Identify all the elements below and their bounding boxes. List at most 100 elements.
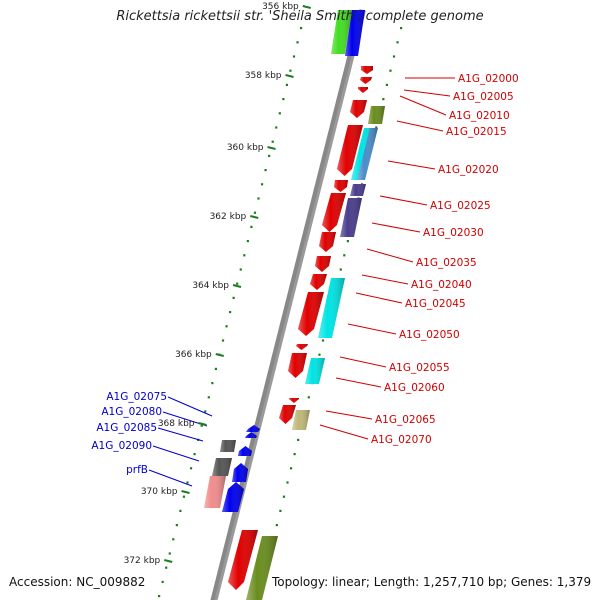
leader-line-forward <box>387 160 436 170</box>
tick-dot-right <box>286 481 289 484</box>
tick-dot-right <box>382 98 385 101</box>
gene-label-reverse: prfB <box>126 464 148 476</box>
tick-dot-left <box>225 325 228 328</box>
gene-a1g02045-shading <box>310 274 327 290</box>
tick-dot-right <box>385 83 388 86</box>
leader-line-forward <box>371 222 421 233</box>
gene-a1g02040-shading <box>315 256 331 272</box>
kbp-label: 368 kbp <box>158 419 195 429</box>
tick-dot-left <box>236 282 239 285</box>
leader-line-reverse <box>157 427 204 442</box>
leader-line-forward <box>361 274 409 285</box>
gene-a1g02090-shading <box>232 463 248 482</box>
tick-dot-right <box>297 438 300 441</box>
tick-dot-left <box>172 538 175 541</box>
tick-dot-left <box>175 524 178 527</box>
gene-label-forward: A1G_02020 <box>438 164 499 176</box>
gene-a1g02070-shading <box>292 410 310 430</box>
tick-dot-left <box>189 467 193 470</box>
gene-a1g02065-shading <box>279 405 296 424</box>
kbp-tick <box>267 146 276 150</box>
gene-features-layer <box>204 10 385 600</box>
gene-a1g02055-small-shading <box>296 344 308 350</box>
gene-blue-top-shading <box>345 10 365 56</box>
kbp-label: 366 kbp <box>175 350 212 360</box>
gene-label-forward: A1G_02050 <box>399 329 460 341</box>
gene-a1g02055-shading <box>288 353 307 378</box>
tick-dot-right <box>289 467 293 470</box>
kbp-tick <box>215 353 224 357</box>
leader-line-forward <box>319 424 369 440</box>
tick-dot-left <box>158 595 161 598</box>
kbp-label: 370 kbp <box>141 487 178 497</box>
tick-dot-left <box>179 509 182 512</box>
gene-a1g02035-shading <box>319 232 336 252</box>
gene-label-forward: A1G_02070 <box>371 434 432 446</box>
tick-dot-left <box>211 382 214 385</box>
gene-a1g02065-small-shading <box>289 398 299 403</box>
tick-dot-left <box>204 410 207 413</box>
gene-label-forward: A1G_02030 <box>423 227 484 239</box>
tick-dot-left <box>292 55 296 58</box>
tick-dot-left <box>193 453 196 456</box>
tick-dot-left <box>239 268 242 271</box>
gene-label-forward: A1G_02060 <box>384 382 445 394</box>
tick-dot-left <box>232 296 235 299</box>
tick-dot-left <box>168 552 171 555</box>
tick-dot-left <box>268 154 271 157</box>
gene-a1g02015-olive-shading <box>368 106 385 124</box>
tick-dot-left <box>214 367 217 370</box>
tick-dot-left <box>264 169 267 172</box>
gene-a1g02085-shading <box>238 446 252 456</box>
gene-label-reverse: A1G_02075 <box>106 391 167 403</box>
gene-a1g02080-shading <box>245 432 257 438</box>
tick-dot-right <box>375 126 378 129</box>
tick-dot-left <box>289 69 292 72</box>
gene-label-forward: A1G_02005 <box>453 91 514 103</box>
tick-dot-left <box>161 580 164 583</box>
tick-dot-right <box>318 353 321 356</box>
gene-label-reverse: A1G_02090 <box>91 440 152 452</box>
kbp-label: 356 kbp <box>262 2 299 12</box>
gene-label-forward: A1G_02025 <box>430 200 491 212</box>
gene-a1g02020-steel-shading <box>357 128 378 180</box>
tick-dot-left <box>243 254 246 257</box>
gene-label-forward: A1G_02065 <box>375 414 436 426</box>
gene-label-forward: A1G_02000 <box>458 73 519 85</box>
tick-dot-left <box>165 566 168 569</box>
gene-a1g02030-shading <box>322 193 346 232</box>
tick-dot-left <box>275 126 278 129</box>
tick-dot-left <box>257 197 260 200</box>
tick-dot-right <box>346 240 349 243</box>
gene-a1g02010-shading <box>358 87 368 93</box>
tick-dot-right <box>392 55 396 58</box>
gene-a1g02050-shading <box>298 292 324 336</box>
gene-a1g02015-shading <box>350 100 367 118</box>
leader-line-forward <box>339 356 387 368</box>
tick-dot-left <box>271 140 274 143</box>
accession-text: Accession: NC_009882 <box>9 575 146 589</box>
tick-dot-left <box>246 240 249 243</box>
tick-dot-left <box>296 41 299 44</box>
gene-red-bottom-shading <box>228 530 258 590</box>
tick-dot-left <box>282 98 285 101</box>
gene-a1g02030-purple-shading <box>340 198 362 237</box>
tick-dot-left <box>250 225 253 228</box>
gene-a1g02090-gray-shading <box>212 458 232 476</box>
tick-dot-right <box>339 268 342 271</box>
leader-line-forward <box>403 89 451 97</box>
tick-dot-left <box>186 481 189 484</box>
gene-label-forward: A1G_02055 <box>389 362 450 374</box>
kbp-label: 362 kbp <box>210 212 247 222</box>
gene-a1g02025-purple-shading <box>350 184 366 196</box>
kbp-tick <box>302 5 311 9</box>
kbp-tick <box>250 215 259 219</box>
tick-dot-left <box>300 27 303 30</box>
tick-dot-right <box>389 69 392 72</box>
tick-dot-right <box>307 396 310 399</box>
topology-text: Topology: linear; Length: 1,257,710 bp; … <box>272 575 592 589</box>
gene-a1g02045-cyan-shading <box>318 278 345 338</box>
tick-dot-right <box>343 254 346 257</box>
kbp-tick <box>181 490 190 494</box>
